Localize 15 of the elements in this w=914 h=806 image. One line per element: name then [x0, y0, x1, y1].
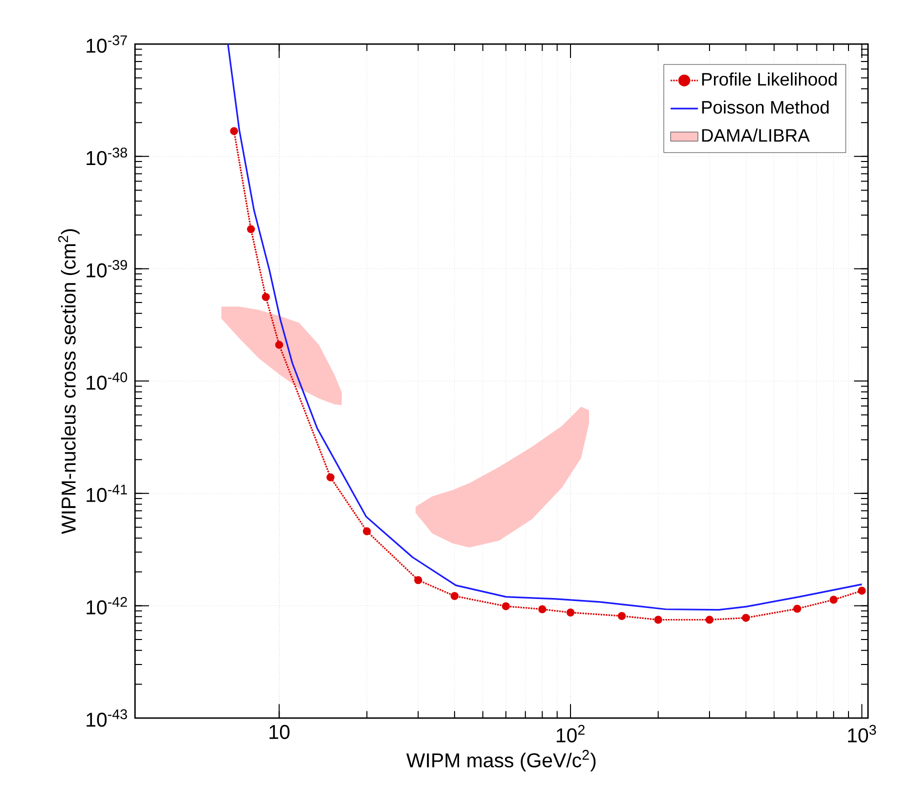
y-tick-label: 10$^{-42}$	[86, 596, 127, 614]
y-tick-label: 10$^{-37}$	[86, 35, 127, 53]
y-tick-label: 10$^{-38}$	[86, 148, 128, 166]
x-axis-title: WIPM mass (GeV/c$^{2}$)	[406, 750, 596, 772]
y-tick-label: 10$^{-39}$	[86, 260, 127, 278]
legend-label: Poisson Method	[702, 100, 829, 114]
x-tick-label: 10$^{3}$	[848, 724, 876, 742]
y-axis-title: WIPM-nucleus cross section (cm$^{2}$)	[58, 229, 80, 534]
legend-label: DAMA/LIBRA	[702, 128, 810, 142]
y-tick-label: 10$^{-43}$	[86, 709, 128, 727]
y-tick-label: 10$^{-40}$	[86, 372, 128, 390]
x-tick-label: 10$^{2}$	[556, 724, 585, 742]
y-tick-label: 10$^{-41}$	[86, 484, 127, 502]
legend-label: Profile Likelihood	[702, 72, 837, 86]
x-tick-label: 10	[270, 724, 290, 740]
